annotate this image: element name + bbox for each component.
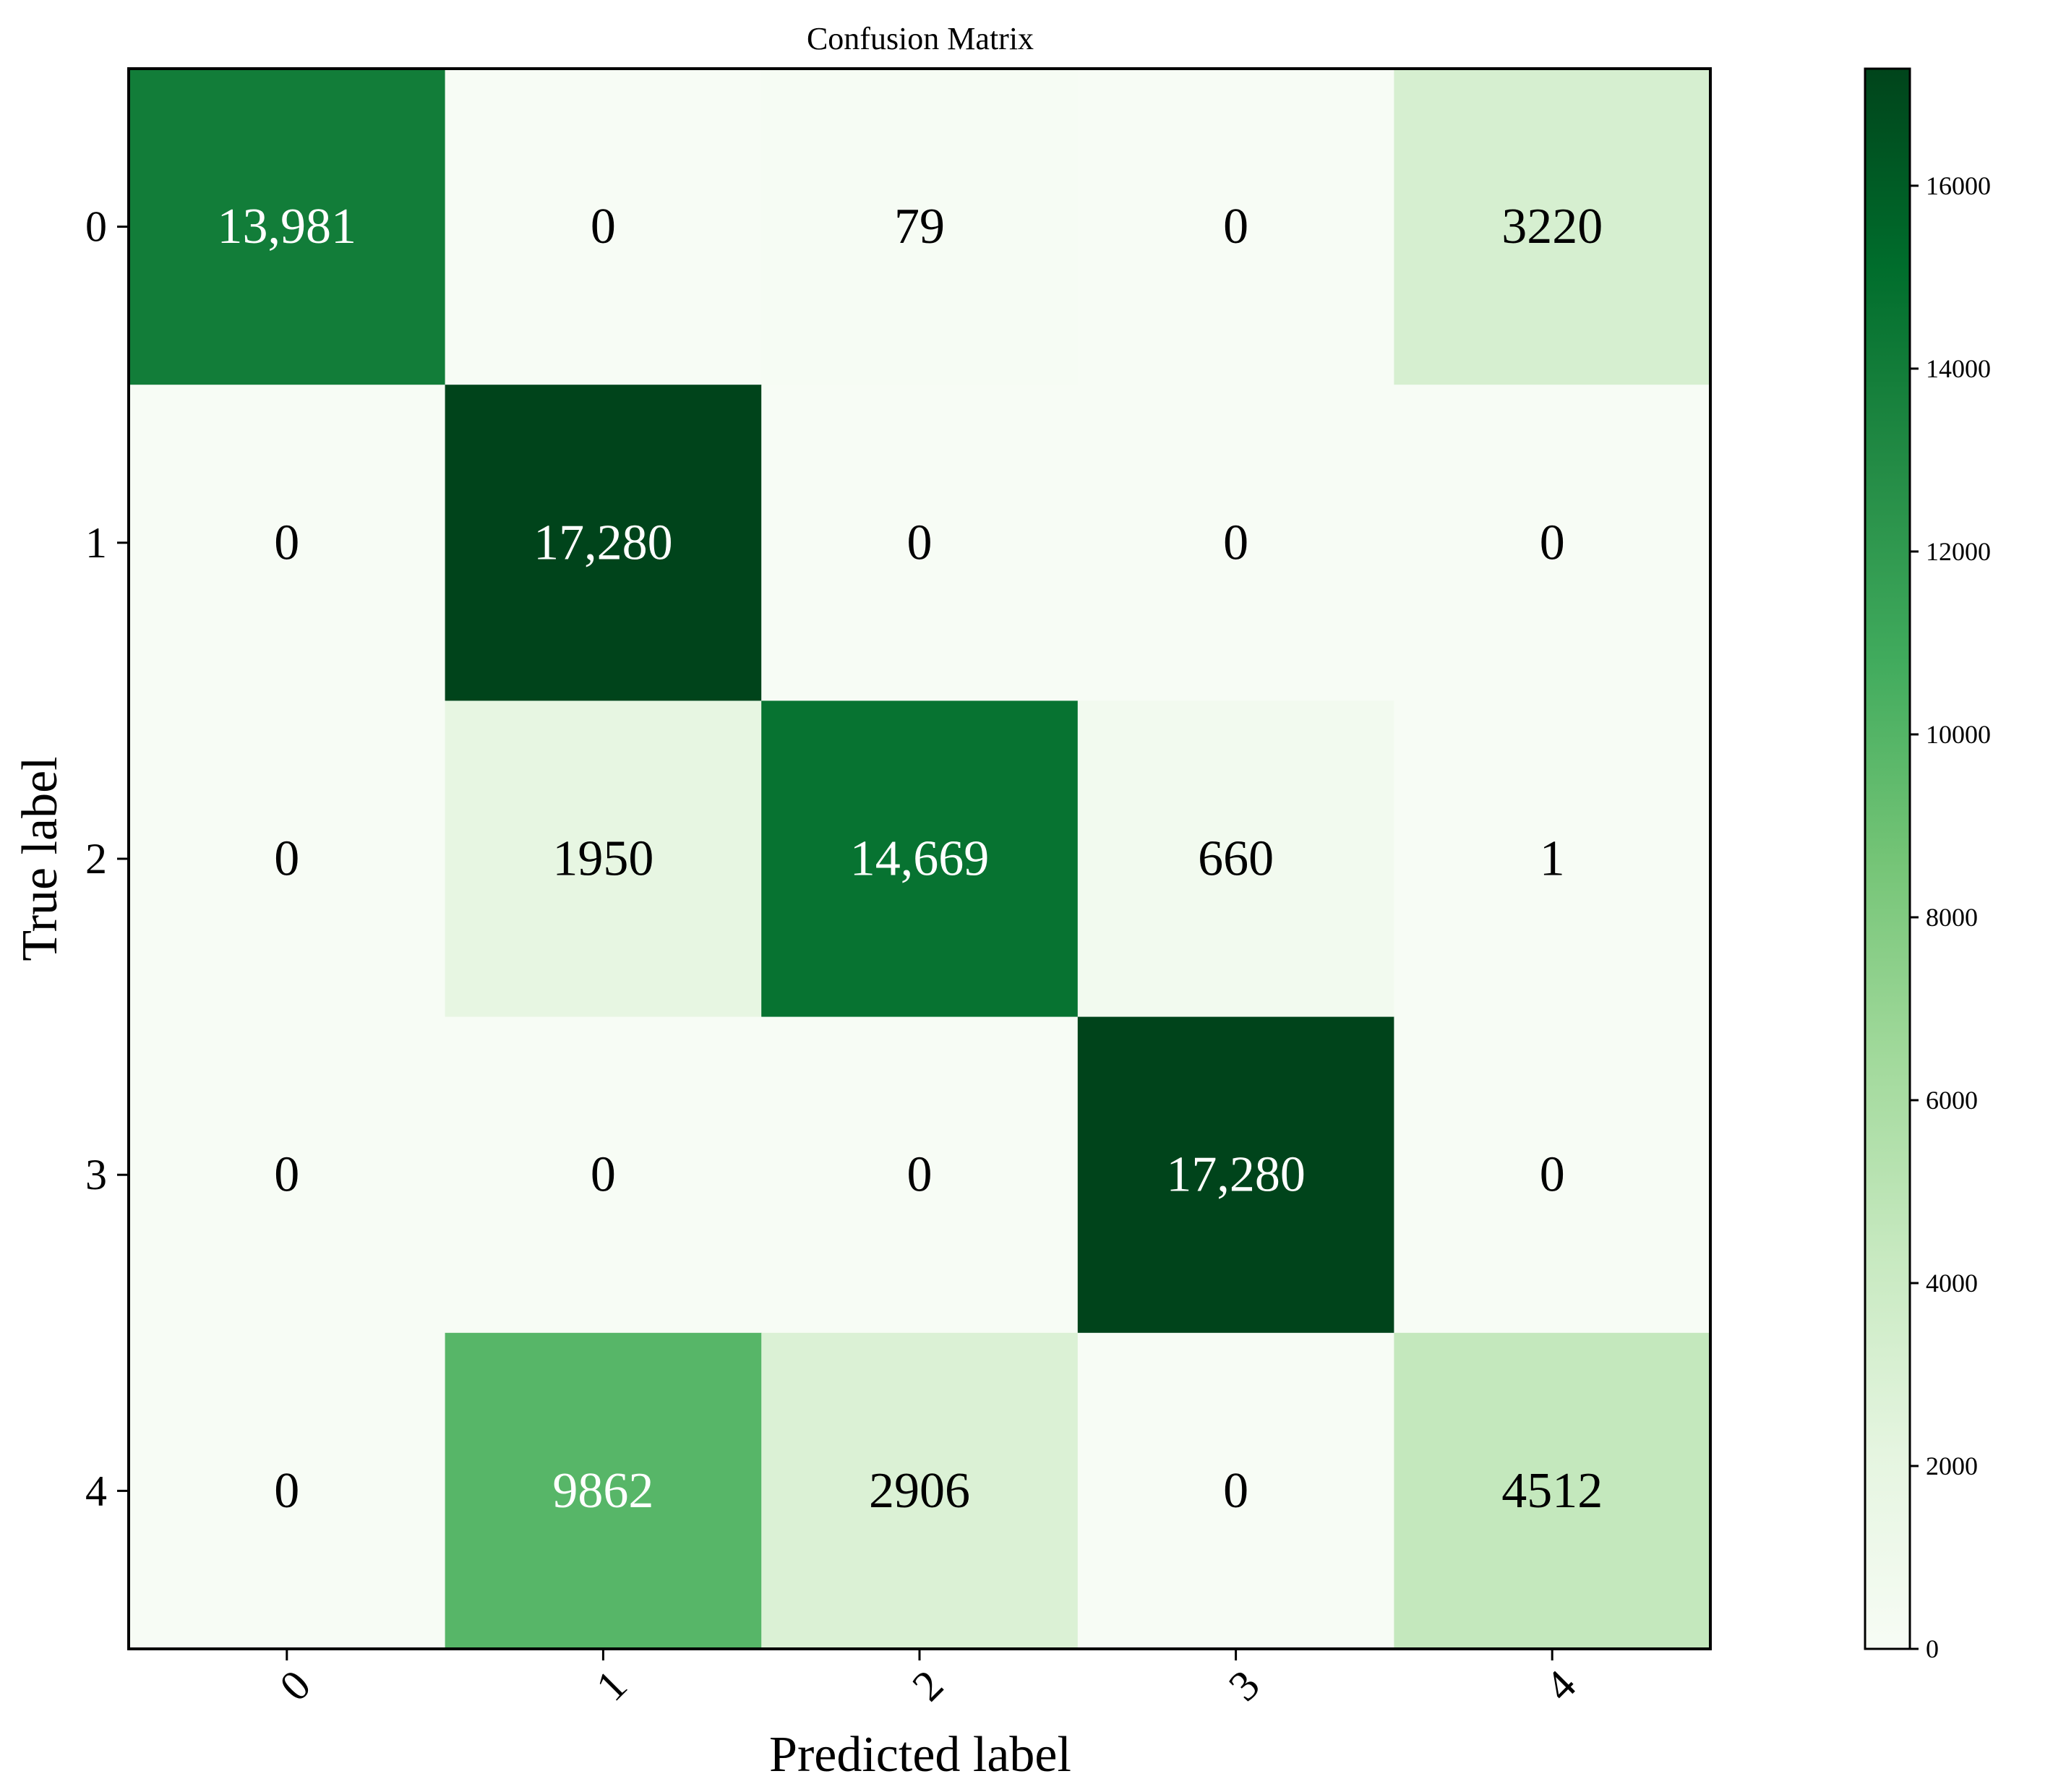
heatmap-cell [761, 1332, 1079, 1650]
cell-value-label: 0 [1540, 1147, 1565, 1203]
y-tick-label: 3 [85, 1151, 107, 1199]
heatmap-cell [761, 700, 1079, 1018]
cell-value-label: 9862 [552, 1463, 653, 1519]
y-tick-label: 2 [85, 835, 107, 883]
colorbar-tick-label: 0 [1926, 1634, 1939, 1663]
colorbar-tick-label: 2000 [1926, 1452, 1978, 1480]
colorbar [1864, 67, 1911, 1650]
heatmap-cell [761, 385, 1079, 701]
heatmap-cell [129, 700, 446, 1018]
heatmap-cell [1394, 69, 1711, 385]
heatmap-cell [1077, 1016, 1394, 1334]
heatmap-cell [129, 385, 446, 701]
cell-value-label: 79 [894, 199, 945, 254]
heatmap-cell [761, 69, 1079, 385]
cell-value-label: 14,669 [850, 831, 990, 887]
colorbar-tick-label: 12000 [1926, 537, 1991, 566]
heatmap-cell [1394, 1332, 1711, 1650]
heatmap-cell [129, 1332, 446, 1650]
y-tick-label: 0 [85, 203, 107, 251]
colorbar-tick-label: 14000 [1926, 354, 1991, 383]
cell-value-label: 3220 [1501, 199, 1603, 254]
heatmap-cell [1077, 1332, 1394, 1650]
cell-value-label: 0 [1540, 515, 1565, 570]
cell-value-label: 17,280 [533, 515, 673, 570]
cell-value-label: 0 [907, 1147, 933, 1203]
heatmap-cell [445, 1016, 762, 1334]
cell-value-label: 0 [1223, 199, 1248, 254]
cell-value-label: 1 [1540, 831, 1565, 887]
heatmap-cell [445, 69, 762, 385]
colorbar-tick-label: 10000 [1926, 720, 1991, 749]
colorbar-tick-label: 6000 [1926, 1086, 1978, 1115]
heatmap-cell [761, 1016, 1079, 1334]
heatmap-cell [129, 69, 446, 385]
cell-value-label: 0 [274, 515, 299, 570]
heatmap-cells [129, 69, 1711, 1650]
colorbar-ticks: 0 2000 4000 6000 8000 10000 12000 14000 16000 [1910, 171, 1991, 1663]
heatmap-cell [1394, 385, 1711, 701]
cell-value-label: 0 [274, 831, 299, 887]
y-axis-ticks: 0 1 2 3 4 [85, 203, 129, 1514]
colorbar-tick-label: 8000 [1926, 903, 1978, 932]
cell-value-label: 0 [591, 199, 616, 254]
cell-value-label: 17,280 [1166, 1147, 1306, 1203]
cell-value-label: 0 [274, 1463, 299, 1519]
cell-value-label: 660 [1198, 831, 1274, 887]
heatmap-cell [129, 1016, 446, 1334]
y-tick-label: 4 [85, 1467, 107, 1514]
cell-value-label: 4512 [1501, 1463, 1603, 1519]
cell-value-label: 1950 [552, 831, 653, 887]
cell-value-label: 0 [274, 1147, 299, 1203]
cell-value-label: 0 [1223, 515, 1248, 570]
colorbar-tick-label: 16000 [1926, 171, 1991, 200]
cell-value-label: 2906 [869, 1463, 970, 1519]
heatmap-cell [445, 700, 762, 1018]
heatmap-cell [1394, 1016, 1711, 1334]
heatmap-cell [445, 385, 762, 701]
cell-value-label: 13,981 [218, 199, 357, 254]
heatmap-cell-labels: 13,981 0 79 0 3220 0 17,280 0 0 0 0 1950 14,669 660 1 0… [218, 199, 1603, 1519]
cell-value-label: 0 [1223, 1463, 1248, 1519]
heatmap-cell [445, 1332, 762, 1650]
cell-value-label: 0 [907, 515, 933, 570]
x-axis-label: Predicted label [769, 1727, 1071, 1783]
chart-title: Confusion Matrix [807, 21, 1034, 56]
cell-value-label: 0 [591, 1147, 616, 1203]
heatmap-cell [1077, 69, 1394, 385]
heatmap-cell [1077, 385, 1394, 701]
y-tick-label: 1 [85, 519, 107, 567]
y-axis-label: True label [12, 756, 68, 961]
heatmap-cell [1077, 700, 1394, 1018]
heatmap-cell [1394, 700, 1711, 1018]
colorbar-tick-label: 4000 [1926, 1269, 1978, 1298]
